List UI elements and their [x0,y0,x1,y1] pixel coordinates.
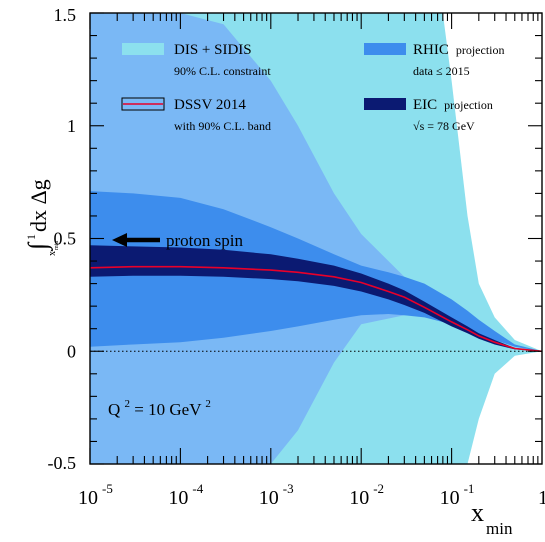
legend-eic-small: projection [444,98,493,112]
plot-area [90,13,542,464]
q2-sup2: 2 [205,398,211,410]
x-tick-label: 10 -3 [259,481,294,509]
x-tick-label: 10 -2 [349,481,384,509]
legend-swatch-dis [122,43,164,55]
proton-spin-label: proton spin [166,231,243,250]
legend-rhic-line1: RHIC projection [413,41,505,58]
x-tick-label: 10 -4 [168,481,203,509]
x-tick-label: 10 -5 [78,481,113,509]
legend-swatch-rhic [364,43,406,55]
q2-sup1: 2 [125,398,131,410]
legend-eic-main: EIC [413,97,437,113]
legend-dssv-line2: with 90% C.L. band [174,119,271,133]
legend-rhic-line2: data ≤ 2015 [413,64,470,78]
axis-ticks [89,12,542,465]
y-label-lower-limit: x [47,251,58,256]
x-axis-label-main: x [471,498,484,527]
x-tick-label: 1 [538,487,545,509]
legend-swatch-eic [364,98,406,110]
plot-frame [89,12,543,465]
y-tick-label: 1.5 [54,5,77,25]
y-tick-label: 1 [67,116,76,136]
legend-eic-line1: EIC projection [413,96,493,113]
y-tick-label: 0.5 [54,229,77,249]
x-axis-label-sub: min [486,519,513,538]
legend: DIS + SIDIS 90% C.L. constraint RHIC pro… [121,41,505,133]
legend-eic-line2: √s = 78 GeV [413,119,475,133]
proton-spin-annotation: proton spin [112,231,243,250]
y-tick-labels: -0.5 0 0.5 1 1.5 [48,5,77,473]
proton-spin-arrow-icon [112,233,127,247]
legend-rhic-small: projection [456,43,505,57]
q2-annotation: Q 2 = 10 GeV 2 [108,392,211,419]
x-tick-labels: 10 -5 10 -4 10 -3 10 -2 10 -1 1 [78,481,545,509]
legend-rhic-main: RHIC [413,42,449,58]
dssv-central-curve [90,265,542,353]
eic-projection-band [90,245,542,352]
legend-dis-line2: 90% C.L. constraint [174,64,271,78]
y-tick-label: 0 [67,341,76,361]
y-label-integral-sign: ∫ [23,241,53,252]
legend-dssv-line1: DSSV 2014 [174,97,246,113]
legend-dis-line1: DIS + SIDIS [174,42,252,58]
y-label-upper-limit: 1 [24,234,38,240]
y-label-main: dx Δg [26,179,51,232]
q2-prefix: Q [108,400,120,419]
q2-middle: = 10 GeV [134,400,202,419]
y-tick-label: -0.5 [48,453,77,473]
y-label-lower-limit-sub: min [54,241,60,250]
x-tick-label: 10 -1 [440,481,475,509]
y-axis-label: ∫ 1 x min dx Δg [23,179,60,256]
